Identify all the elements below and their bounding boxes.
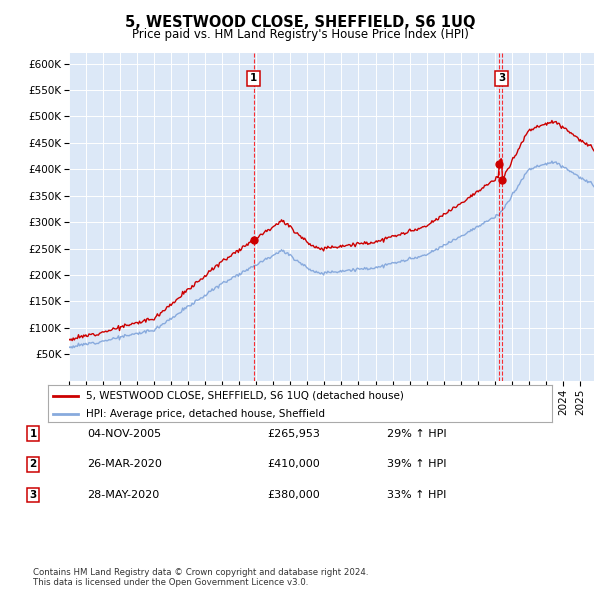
Text: 5, WESTWOOD CLOSE, SHEFFIELD, S6 1UQ (detached house): 5, WESTWOOD CLOSE, SHEFFIELD, S6 1UQ (de… xyxy=(86,391,404,401)
Text: 29% ↑ HPI: 29% ↑ HPI xyxy=(387,429,446,438)
Text: £410,000: £410,000 xyxy=(267,460,320,469)
Text: 26-MAR-2020: 26-MAR-2020 xyxy=(87,460,162,469)
Text: 1: 1 xyxy=(250,73,257,83)
Text: £380,000: £380,000 xyxy=(267,490,320,500)
Text: 39% ↑ HPI: 39% ↑ HPI xyxy=(387,460,446,469)
Text: 2: 2 xyxy=(29,460,37,469)
Text: £265,953: £265,953 xyxy=(267,429,320,438)
Text: 3: 3 xyxy=(498,73,505,83)
Text: HPI: Average price, detached house, Sheffield: HPI: Average price, detached house, Shef… xyxy=(86,409,325,419)
Text: 5, WESTWOOD CLOSE, SHEFFIELD, S6 1UQ: 5, WESTWOOD CLOSE, SHEFFIELD, S6 1UQ xyxy=(125,15,475,30)
Text: 33% ↑ HPI: 33% ↑ HPI xyxy=(387,490,446,500)
Text: 1: 1 xyxy=(29,429,37,438)
Text: Contains HM Land Registry data © Crown copyright and database right 2024.
This d: Contains HM Land Registry data © Crown c… xyxy=(33,568,368,587)
Text: 28-MAY-2020: 28-MAY-2020 xyxy=(87,490,159,500)
Text: 3: 3 xyxy=(29,490,37,500)
Text: 04-NOV-2005: 04-NOV-2005 xyxy=(87,429,161,438)
Text: Price paid vs. HM Land Registry's House Price Index (HPI): Price paid vs. HM Land Registry's House … xyxy=(131,28,469,41)
